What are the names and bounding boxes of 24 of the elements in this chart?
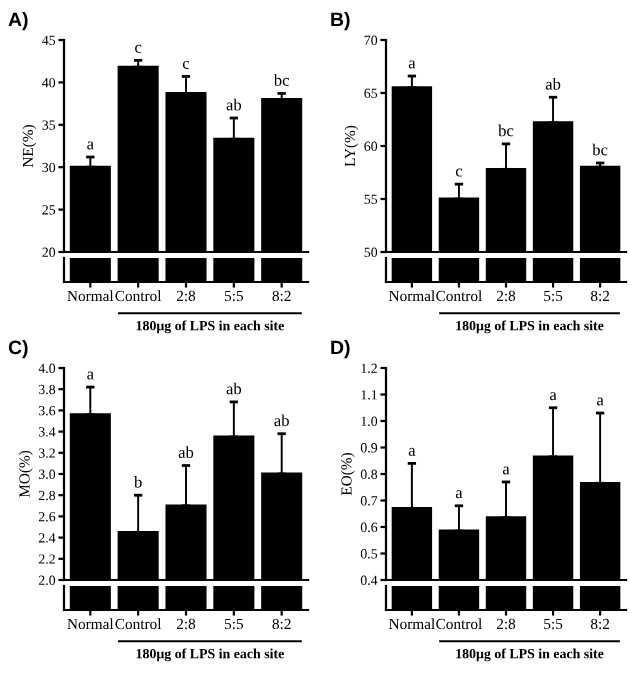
- annotation: c: [455, 168, 463, 177]
- annotation: a: [455, 490, 463, 499]
- annotation: a: [597, 397, 604, 406]
- annotation: a: [549, 392, 557, 401]
- chart-title: B): [331, 12, 350, 31]
- annotation: c: [182, 60, 190, 69]
- annotation: a: [408, 60, 416, 69]
- annotation: a: [408, 447, 416, 456]
- annotation: c: [135, 44, 142, 53]
- annotation: b: [133, 475, 142, 488]
- annotation: ab: [178, 446, 194, 458]
- annotation: ab: [274, 414, 289, 427]
- annotation: a: [87, 141, 94, 150]
- annotation: bc: [592, 143, 608, 156]
- annotation: ab: [545, 77, 561, 90]
- annotation: bc: [273, 74, 290, 86]
- annotation: a: [502, 466, 510, 475]
- annotation: a: [87, 371, 94, 380]
- annotation: ab: [226, 382, 242, 395]
- chart-title: D): [331, 340, 350, 359]
- chart-title: A): [8, 12, 28, 31]
- annotation: bc: [498, 124, 514, 137]
- chart-title: C): [8, 340, 28, 359]
- annotation: ab: [226, 98, 242, 111]
